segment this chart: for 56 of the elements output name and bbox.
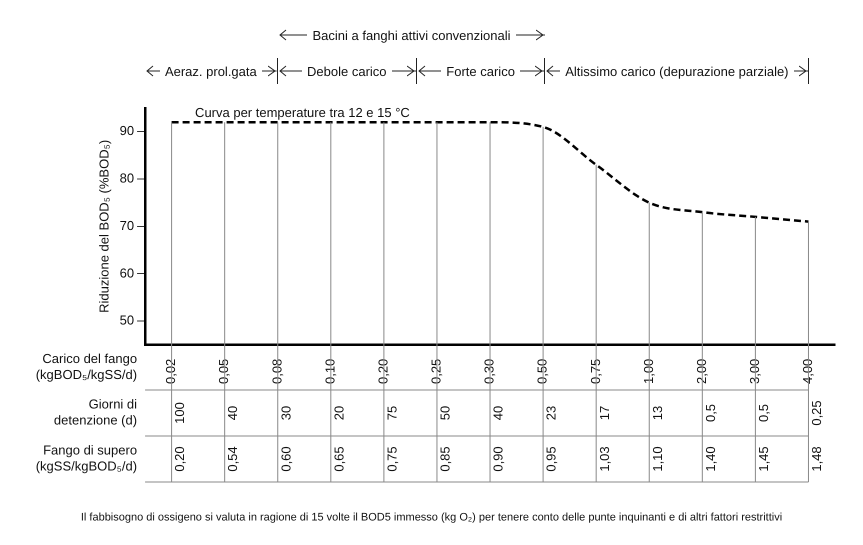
text: Altissimo carico (depurazione parziale) [560,64,794,78]
text: 40 [490,406,506,420]
y-tick-label: 70 [120,218,134,233]
x-tick-label: 0,08 [269,358,284,384]
annotation: Curva per temperature tra 12 e 15 °C [195,105,410,120]
text: 1,40 [702,446,718,472]
x-tick-label: 0,50 [534,358,550,384]
text: 0,95 [544,446,559,472]
text: Fango di supero (kgSS/kgBOD₅/d) [36,442,138,474]
text: 75 [384,406,400,420]
text: 1,10 [650,446,665,472]
text: 0,75 [384,446,400,472]
y-axis-title: Riduzione del BOD₅ (%BOD₅) [96,140,112,313]
x-tick-label: 0,02 [163,358,178,384]
text: 0,20 [172,446,188,472]
y-tick-label: 50 [120,312,134,328]
x-tick-label: 0,05 [216,358,232,384]
text: 40 [225,406,240,420]
x-tick-label: 1,00 [640,358,656,384]
x-tick-label: 0,10 [322,358,338,384]
text: 30 [278,406,294,420]
x-tick-label: 0,20 [375,358,390,384]
y-tick-label: 80 [120,170,134,186]
text: 0,5 [756,404,771,422]
text: 23 [544,406,559,420]
text: 0,85 [438,446,453,472]
text: Forte carico [441,64,520,78]
text: 0,54 [225,446,240,472]
x-axis-title: Carico del fango (kgBOD₅/kgSS/d) [36,350,138,382]
text: 100 [172,402,188,424]
y-tick-label: 90 [120,123,134,138]
x-tick-label: 0,25 [428,358,444,384]
text: 1,48 [809,446,824,472]
text: Giorni di detenzione (d) [54,396,138,428]
text: Il fabbisogno di ossigeno si valuta in ragione di 15 volte il BOD5 immesso (kg O₂) per tenere conto delle punte inquinanti e di altri fattori restrittivi [80,512,782,524]
text: 0,60 [278,446,294,472]
x-tick-label: 0,75 [588,358,603,384]
x-tick-label: 3,00 [746,358,762,384]
text: 0,5 [702,404,718,422]
line-series [170,120,810,223]
text: 1,03 [596,446,612,472]
y-tick-label: 60 [120,265,134,280]
text: 20 [331,406,346,420]
text: Debole carico [302,64,392,78]
x-tick-label: 4,00 [800,358,816,384]
text: 0,25 [809,400,824,426]
text: Aeraz. prol.gata [160,64,262,78]
x-tick-label: 2,00 [694,358,709,384]
text: 13 [650,406,665,420]
text: 50 [438,406,453,420]
text: 1,45 [756,446,771,472]
text: 17 [596,406,612,420]
x-tick-label: 0,30 [482,358,497,384]
text: Bacini a fanghi attivi convenzionali [307,28,516,42]
text: 0,90 [490,446,506,472]
text: 0,65 [331,446,346,472]
